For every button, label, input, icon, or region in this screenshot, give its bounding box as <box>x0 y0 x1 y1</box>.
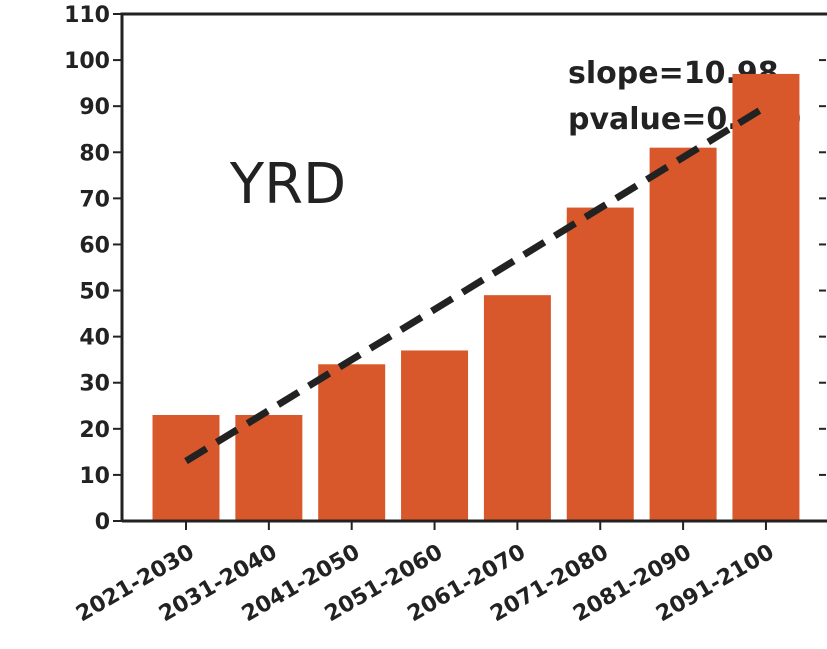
y-tick-label: 60 <box>79 233 110 258</box>
y-tick-label: 90 <box>79 95 110 120</box>
y-tick-label: 0 <box>95 510 110 535</box>
axes-frame <box>120 12 827 523</box>
bar <box>152 414 220 521</box>
region-label: YRD <box>229 152 346 217</box>
bar <box>318 364 386 521</box>
bar <box>483 295 551 521</box>
y-tick-label: 50 <box>79 280 110 305</box>
y-tick-label: 80 <box>79 141 110 166</box>
bar <box>732 73 800 521</box>
y-tick-label: 30 <box>79 372 110 397</box>
bar <box>235 414 303 521</box>
y-tick-label: 20 <box>79 418 110 443</box>
bar <box>649 147 717 521</box>
y-tick-label: 100 <box>64 49 110 74</box>
bar <box>401 350 469 521</box>
y-tick-label: 10 <box>79 464 110 489</box>
y-tick-label: 40 <box>79 326 110 351</box>
bar <box>566 207 634 521</box>
y-tick-label: 70 <box>79 187 110 212</box>
trend-line <box>184 103 768 465</box>
y-tick-label: 110 <box>64 3 110 28</box>
